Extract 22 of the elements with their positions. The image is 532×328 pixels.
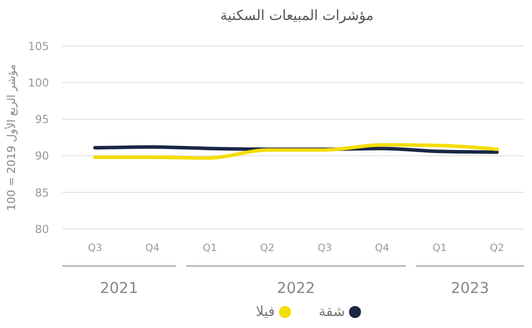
y-tick-label: 95 bbox=[35, 113, 49, 126]
x-tick-label: Q1 bbox=[202, 243, 217, 254]
line-series bbox=[93, 143, 499, 160]
x-tick-label: Q4 bbox=[375, 243, 390, 254]
text: 2023 bbox=[450, 279, 490, 297]
y-tick-label: 90 bbox=[35, 150, 49, 163]
text: 2022 bbox=[276, 279, 316, 297]
x-tick-label: Q3 bbox=[318, 243, 332, 254]
x-tick-label: Q3 bbox=[88, 243, 102, 254]
x-tick-label: Q1 bbox=[432, 243, 447, 254]
y-tick-label: 105 bbox=[28, 40, 49, 53]
chart-title: مؤشرات المبيعات السكنية bbox=[220, 8, 374, 24]
y-tick-label: 100 bbox=[28, 76, 49, 90]
text: 2021 bbox=[100, 279, 138, 297]
y-tick-label: 85 bbox=[35, 186, 49, 200]
x-tick-label: Q2 bbox=[490, 243, 504, 254]
y-tick-label: 80 bbox=[35, 222, 49, 236]
y-axis-title: مؤشر الربع الأول 2019 = 100 bbox=[4, 64, 18, 211]
x-tick-label: Q2 bbox=[260, 243, 274, 254]
legend-label: فيلا bbox=[256, 304, 275, 320]
x-tick-label: Q4 bbox=[145, 243, 160, 254]
legend-label: شقة bbox=[318, 304, 345, 320]
